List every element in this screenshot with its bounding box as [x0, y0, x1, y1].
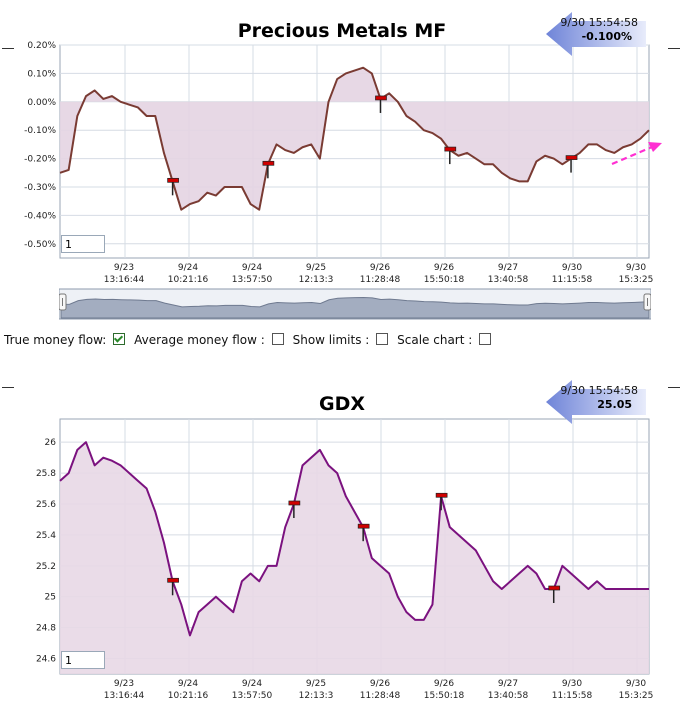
- price-readout: 9/30 15:54:58 25.05: [546, 380, 646, 424]
- marker-flag[interactable]: [435, 492, 448, 498]
- marker-flag[interactable]: [167, 177, 179, 183]
- x-tick-time: 13:40:58: [488, 691, 529, 701]
- x-tick-time: 15:50:18: [424, 275, 465, 285]
- marker-flag[interactable]: [357, 523, 370, 529]
- left-arrow-icon: [546, 380, 646, 424]
- y-tick-label: 0.00%: [27, 98, 56, 108]
- range-navigator[interactable]: [59, 288, 651, 320]
- left-arrow-icon: [546, 12, 646, 56]
- x-tick-time: 11:28:48: [360, 275, 401, 285]
- x-tick-date: 9/25: [306, 679, 326, 689]
- navigator-series: [60, 296, 650, 319]
- panel-corner-mark-left: [2, 387, 14, 388]
- readout-time: 9/30 15:54:58: [560, 384, 638, 397]
- y-tick-label: -0.50%: [24, 240, 56, 250]
- x-tick-date: 9/30: [562, 679, 582, 689]
- y-tick-label: 25.2: [36, 562, 56, 572]
- show-limits-checkbox[interactable]: [376, 333, 389, 345]
- series-area: [60, 442, 649, 674]
- marker-flag[interactable]: [548, 585, 561, 591]
- panel-corner-mark-left: [2, 48, 14, 49]
- true-money-flow-label: True money flow:: [4, 333, 107, 347]
- average-money-flow-checkbox[interactable]: [271, 333, 284, 345]
- panel-corner-mark-right: [668, 48, 680, 49]
- x-tick-time: 12:13:3: [299, 275, 334, 285]
- series-line: [59, 66, 650, 211]
- x-tick-date: 9/30: [626, 679, 646, 689]
- x-tick-time: 10:21:16: [168, 691, 209, 701]
- x-tick-date: 9/24: [178, 679, 198, 689]
- x-tick-time: 13:16:44: [104, 275, 145, 285]
- x-tick-date: 9/24: [242, 679, 262, 689]
- x-tick-date: 9/30: [626, 263, 646, 273]
- y-tick-label: 26: [45, 438, 57, 448]
- y-tick-label: 25.8: [36, 469, 56, 479]
- x-tick-date: 9/23: [114, 679, 134, 689]
- y-tick-label: -0.40%: [24, 211, 56, 221]
- x-tick-date: 9/23: [114, 263, 134, 273]
- true-money-flow-checkbox[interactable]: [113, 333, 126, 345]
- x-tick-time: 11:28:48: [360, 691, 401, 701]
- y-tick-label: -0.30%: [24, 183, 56, 193]
- y-tick-label: 24.6: [36, 655, 56, 665]
- options-bar: True money flow: Average money flow : Sh…: [4, 333, 496, 347]
- price-readout: 9/30 15:54:58 -0.100%: [546, 12, 646, 56]
- x-tick-time: 13:16:44: [104, 691, 145, 701]
- scale-chart-checkbox[interactable]: [479, 333, 492, 345]
- y-tick-label: 0.20%: [27, 41, 56, 51]
- x-tick-date: 9/27: [498, 263, 518, 273]
- x-tick-date: 9/26: [370, 679, 390, 689]
- y-tick-label: -0.10%: [24, 126, 56, 136]
- y-tick-label: -0.20%: [24, 155, 56, 165]
- x-tick-date: 9/25: [306, 263, 326, 273]
- x-tick-time: 13:57:50: [232, 275, 273, 285]
- x-tick-time: 11:15:58: [552, 275, 593, 285]
- x-tick-time: 12:13:3: [299, 691, 334, 701]
- y-tick-label: 25: [45, 593, 56, 603]
- readout-time: 9/30 15:54:58: [560, 16, 638, 29]
- marker-flag[interactable]: [167, 577, 179, 583]
- marker-flag[interactable]: [565, 155, 578, 160]
- x-tick-time: 15:50:18: [424, 691, 465, 701]
- x-tick-date: 9/26: [370, 263, 390, 273]
- series-area: [60, 67, 649, 210]
- x-tick-date: 9/26: [434, 679, 454, 689]
- x-tick-date: 9/30: [562, 263, 582, 273]
- fund-chart[interactable]: 0.20% 0.10% 0.00% -0.10% -0.20% -0.30% -0.40% -…: [0, 0, 684, 290]
- marker-flag[interactable]: [262, 160, 275, 166]
- readout-value: -0.100%: [581, 30, 632, 43]
- x-tick-date: 9/24: [178, 263, 198, 273]
- x-tick-time: 13:57:50: [232, 691, 273, 701]
- y-tick-label: 25.4: [36, 531, 56, 541]
- marker-flag[interactable]: [444, 146, 457, 152]
- zoom-input[interactable]: 1: [61, 651, 105, 669]
- show-limits-label: Show limits :: [292, 333, 370, 347]
- y-tick-label: 0.10%: [27, 69, 56, 79]
- x-tick-time: 11:15:58: [552, 691, 593, 701]
- x-tick-time: 13:40:58: [488, 275, 529, 285]
- marker-flag[interactable]: [375, 95, 387, 101]
- x-tick-date: 9/27: [498, 679, 518, 689]
- x-tick-time: 15:3:25: [619, 691, 654, 701]
- marker-flag[interactable]: [288, 500, 301, 506]
- readout-value: 25.05: [597, 398, 632, 411]
- zoom-input[interactable]: 1: [61, 235, 105, 253]
- x-tick-date: 9/24: [242, 263, 262, 273]
- chart-title: Precious Metals MF: [237, 20, 447, 42]
- scale-chart-label: Scale chart :: [397, 333, 473, 347]
- trend-arrow-shaft: [611, 145, 653, 166]
- trend-arrow-head: [648, 142, 662, 152]
- x-tick-time: 10:21:16: [168, 275, 209, 285]
- y-tick-label: 25.6: [36, 500, 56, 510]
- panel-corner-mark-right: [668, 387, 680, 388]
- y-tick-label: 24.8: [36, 624, 56, 634]
- average-money-flow-label: Average money flow :: [134, 333, 265, 347]
- chart-title: GDX: [318, 393, 365, 415]
- x-tick-date: 9/26: [434, 263, 454, 273]
- trend-arrow-icon: [611, 142, 662, 166]
- x-tick-time: 15:3:25: [619, 275, 654, 285]
